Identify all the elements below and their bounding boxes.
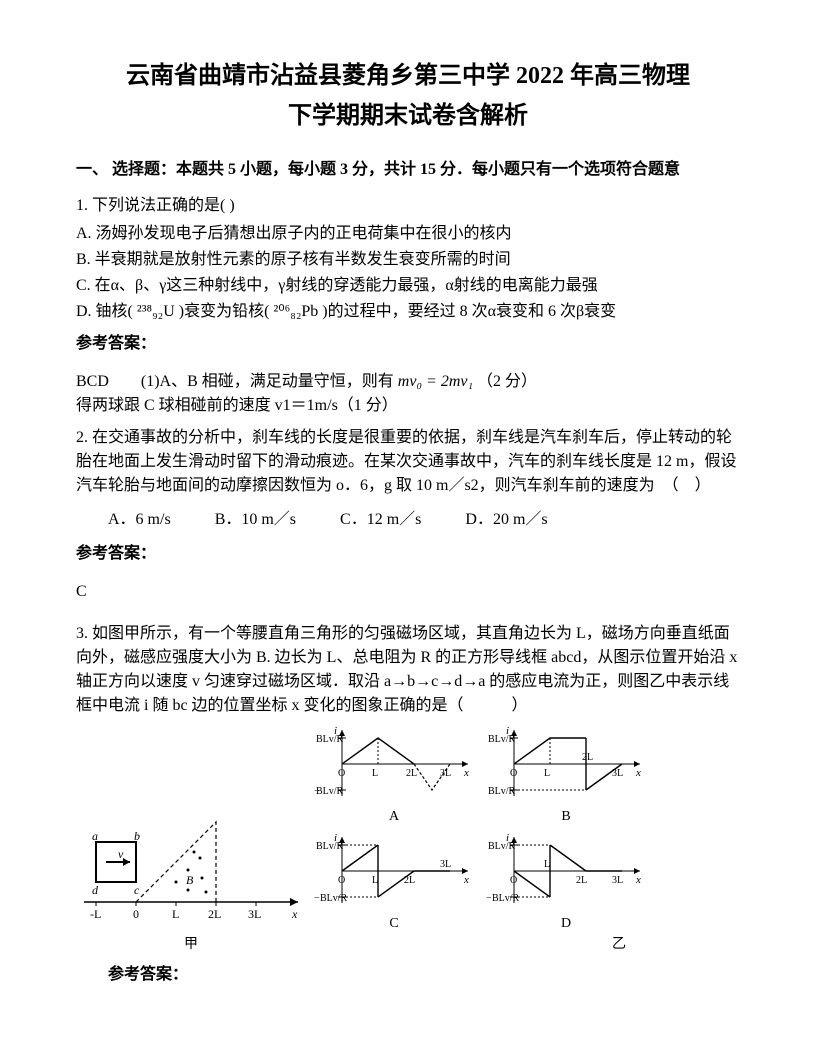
diagram-svg: -L 0 L 2L 3L x a b c d v B xyxy=(76,812,306,932)
captionB: B xyxy=(561,806,570,827)
gC-yt: BLv/R xyxy=(316,841,344,852)
gA-yt: BLv/R xyxy=(316,734,344,745)
graphs-grid: x i BLv/R − -BLv/R BLv/R O L 2L 3L xyxy=(314,724,646,955)
gB-x1: L xyxy=(544,768,550,779)
q1-d-pre: D. 铀核( xyxy=(76,303,133,320)
section1-header: 一、 选择题：本题共 5 小题，每小题 3 分，共计 15 分．每小题只有一个选… xyxy=(76,158,740,182)
q1-ans-body2: 得两球跟 C 球相碰前的速度 v1＝1m/s（1 分） xyxy=(76,394,740,418)
q1-ans-label: 参考答案： xyxy=(76,332,740,356)
graphA: x i BLv/R − -BLv/R BLv/R O L 2L 3L xyxy=(314,724,474,827)
lbl-d: d xyxy=(92,883,99,897)
q3-ans-label: 参考答案： xyxy=(76,963,740,987)
lbl-B: B xyxy=(186,873,194,887)
svg-text:BLv/R: BLv/R xyxy=(488,786,516,797)
q1-d-mid: )衰变为铅核( xyxy=(179,303,270,320)
q2-optA: A．6 m/s xyxy=(108,508,171,532)
captionD: D xyxy=(561,913,571,934)
q1-d-post: )的过程中，要经过 8 次α衰变和 6 次β衰变 xyxy=(322,303,616,320)
gC-x3: 3L xyxy=(440,859,451,870)
captionA: A xyxy=(389,806,399,827)
q2-optC: C．12 m／s xyxy=(340,508,421,532)
figure-left: -L 0 L 2L 3L x a b c d v B xyxy=(76,812,306,955)
svg-text:O: O xyxy=(510,875,517,886)
q2-ans-label: 参考答案： xyxy=(76,542,740,566)
q1-optC: C. 在α、β、γ这三种射线中，γ射线的穿透能力最强，α射线的电离能力最强 xyxy=(76,274,740,298)
svg-text:x: x xyxy=(635,767,641,779)
graphC: x i BLv/R − BLv/R O L 2L 3L xyxy=(314,831,474,934)
gB-x2: 2L xyxy=(582,752,593,763)
svg-text:x: x xyxy=(635,874,641,886)
q2-optB: B．10 m／s xyxy=(215,508,296,532)
q3-stem: 3. 如图甲所示，有一个等腰直角三角形的匀强磁场区域，其直角边长为 L，磁场方向… xyxy=(76,622,740,718)
xt-L: L xyxy=(172,907,179,921)
captionC: C xyxy=(389,913,398,934)
title-line1: 云南省曲靖市沾益县菱角乡第三中学 2022 年高三物理 xyxy=(76,60,740,94)
gD-yt: BLv/R xyxy=(488,841,516,852)
caption-left: 甲 xyxy=(184,934,198,955)
svg-text:O: O xyxy=(338,768,345,779)
gA-x1: L xyxy=(372,768,378,779)
q1-ans1-eq: mv₀ = 2mv₁ xyxy=(398,373,473,390)
svg-text:BLv/R: BLv/R xyxy=(492,893,520,904)
figure-row: -L 0 L 2L 3L x a b c d v B xyxy=(76,724,740,955)
title-line2: 下学期期末试卷含解析 xyxy=(76,98,740,134)
svg-text:BLv/R: BLv/R xyxy=(320,893,348,904)
q1-optA: A. 汤姆孙发现电子后猜想出原子内的正电荷集中在很小的核内 xyxy=(76,222,740,246)
q1-optB: B. 半衰期就是放射性元素的原子核有半数发生衰变所需的时间 xyxy=(76,248,740,272)
q1-ans1-post: （2 分） xyxy=(477,373,537,390)
graphD: x i BLv/R − BLv/R O L 2L 3L xyxy=(486,831,646,934)
gD-x3: 3L xyxy=(612,875,623,886)
gA-x2: 2L xyxy=(406,768,417,779)
q1-stem: 1. 下列说法正确的是( ) xyxy=(76,194,740,218)
svg-text:O: O xyxy=(510,768,517,779)
q2-choices: A．6 m/s B．10 m／s C．12 m／s D．20 m／s xyxy=(108,508,740,532)
svg-text:O: O xyxy=(338,875,345,886)
gD-x1: L xyxy=(544,859,550,870)
caption-right: 乙 xyxy=(314,934,646,955)
q2-optD: D．20 m／s xyxy=(465,508,547,532)
gD-x2: 2L xyxy=(576,875,587,886)
lbl-b: b xyxy=(134,829,140,843)
xt-0: 0 xyxy=(133,907,139,921)
xt-2L: 2L xyxy=(208,907,221,921)
svg-text:x: x xyxy=(463,874,469,886)
q2-stem: 2. 在交通事故的分析中，刹车线的长度是很重要的依据，刹车线是汽车刹车后，停止转… xyxy=(76,426,740,498)
lbl-v: v xyxy=(118,847,124,861)
q1-d-pb: ²⁰⁶₈₂Pb xyxy=(273,303,318,320)
lbl-a: a xyxy=(92,829,98,843)
q1-optD: D. 铀核( ²³⁸₉₂U )衰变为铅核( ²⁰⁶₈₂Pb )的过程中，要经过 … xyxy=(76,300,740,324)
gB-yt: BLv/R xyxy=(488,734,516,745)
q2-ans: C xyxy=(76,580,740,604)
graphB: x i BLv/R BLv/R O L 2L 3L xyxy=(486,724,646,827)
xt-mL: -L xyxy=(90,907,101,921)
q1-ans-body1: BCD (1)A、B 相碰，满足动量守恒，则有 mv₀ = 2mv₁ （2 分） xyxy=(76,370,740,394)
svg-text:BLv/R: BLv/R xyxy=(316,786,344,797)
svg-text:x: x xyxy=(291,907,298,921)
q1-ans1-pre: BCD (1)A、B 相碰，满足动量守恒，则有 xyxy=(76,373,394,390)
gC-x1: L xyxy=(372,875,378,886)
q1-d-u: ²³⁸₉₂U xyxy=(137,303,175,320)
lbl-c: c xyxy=(134,883,140,897)
svg-text:x: x xyxy=(463,767,469,779)
xt-3L: 3L xyxy=(248,907,261,921)
